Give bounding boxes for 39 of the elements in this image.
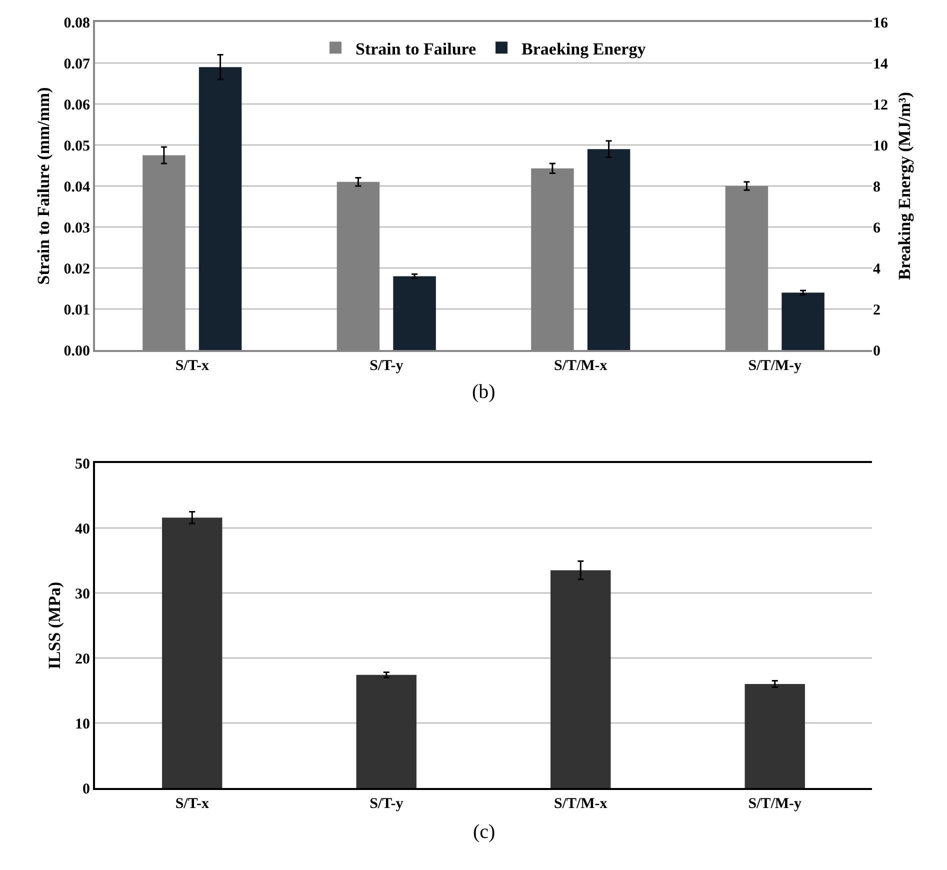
x-tick-label: S/T-y [370,358,404,374]
y-tick-label: 0.04 [64,179,90,196]
x-tick-label: S/T/M-y [748,796,802,812]
y2-tick-label: 4 [873,261,881,278]
y-tick-label: 30 [75,586,90,602]
y-tick-label: 0.02 [64,261,90,278]
y-tick-label: 40 [75,521,90,538]
x-tick-label: S/T/M-y [748,358,802,374]
y2-tick-label: 0 [873,343,880,360]
legend-label: Braeking Energy [522,39,646,58]
y-tick-label: 0 [82,781,90,798]
y2-tick-label: 8 [873,179,880,196]
y-tick-label: 50 [75,456,90,472]
x-tick-label: S/T-x [175,796,210,812]
x-tick-label: S/T/M-x [554,358,608,374]
y-tick-label: 0.05 [64,138,90,154]
text: (c) [473,821,496,843]
y-tick-label: 20 [75,651,90,668]
y2-tick-label: 12 [873,97,888,114]
y-tick-label: 0.03 [64,220,90,236]
y-tick-label: 10 [75,716,90,732]
y2-tick-label: 10 [873,138,888,154]
y2-tick-label: 16 [873,15,888,32]
y-tick-label: 0.01 [64,302,90,318]
y-axis-title: Strain to Failure (mm/mm) [34,87,53,285]
legend-label: Strain to Failure [356,39,477,58]
y2-tick-label: 6 [873,220,881,236]
text: (b) [472,381,496,403]
y2-axis-title: Breaking Energy (MJ/m³) [894,92,914,280]
x-tick-label: S/T-x [175,358,210,374]
y2-tick-label: 2 [873,302,880,318]
x-tick-label: S/T/M-x [554,796,608,812]
y-tick-label: 0.07 [64,56,90,72]
x-tick-label: S/T-y [370,796,404,812]
y-tick-label: 0.06 [64,97,90,114]
y-tick-label: 0.00 [64,343,90,360]
y2-tick-label: 14 [873,56,888,72]
y-axis-title: ILSS (MPa) [45,582,64,670]
y-tick-label: 0.08 [64,15,90,32]
